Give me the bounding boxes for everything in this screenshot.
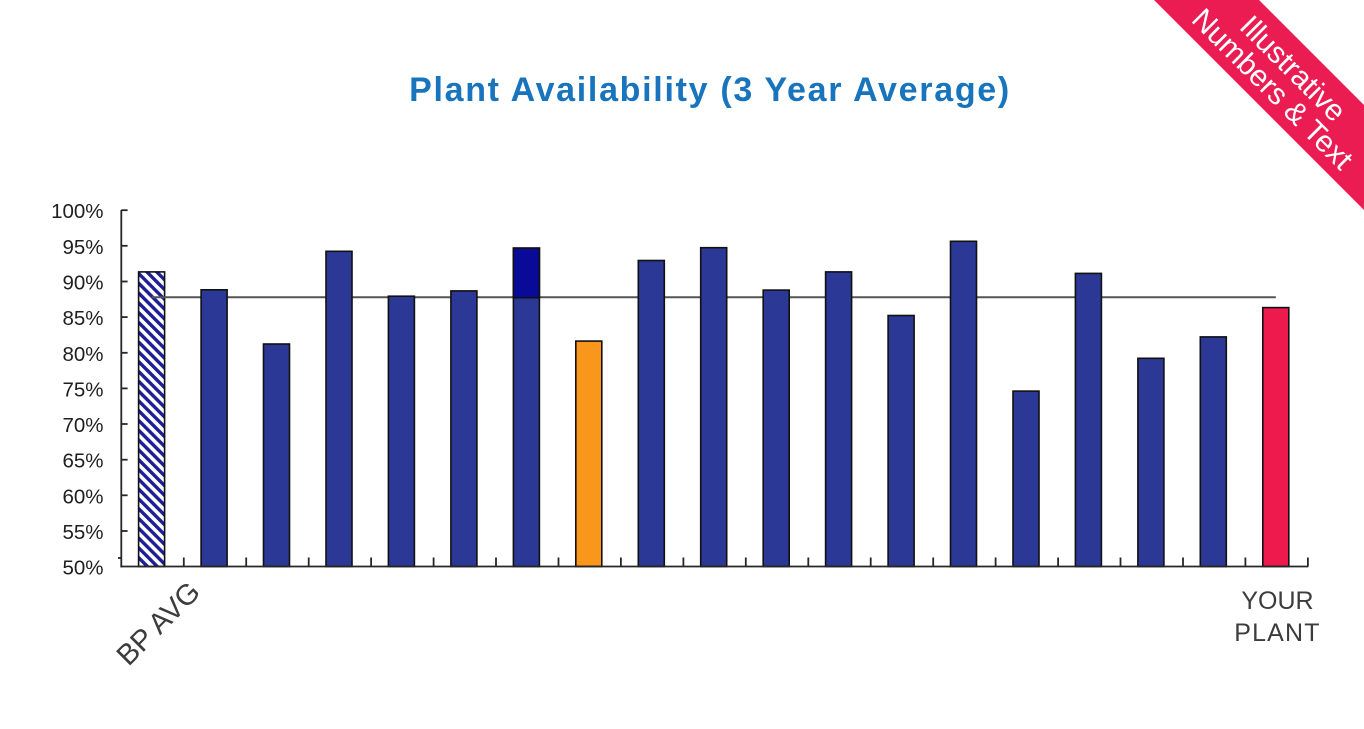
svg-text:70%: 70% (62, 414, 103, 437)
svg-text:85%: 85% (62, 307, 103, 330)
svg-text:Plant Availability (3 Year Ave: Plant Availability (3 Year Average) (409, 71, 1011, 109)
svg-text:55%: 55% (62, 521, 103, 544)
svg-text:90%: 90% (62, 272, 103, 295)
svg-text:100%: 100% (51, 200, 103, 223)
svg-text:80%: 80% (62, 343, 103, 366)
svg-text:50%: 50% (62, 557, 103, 580)
svg-text:75%: 75% (62, 378, 103, 401)
svg-text:60%: 60% (62, 485, 103, 508)
svg-text:PLANT: PLANT (1234, 619, 1321, 647)
svg-text:95%: 95% (62, 236, 103, 259)
svg-text:65%: 65% (62, 450, 103, 473)
svg-text:YOUR: YOUR (1241, 587, 1313, 615)
